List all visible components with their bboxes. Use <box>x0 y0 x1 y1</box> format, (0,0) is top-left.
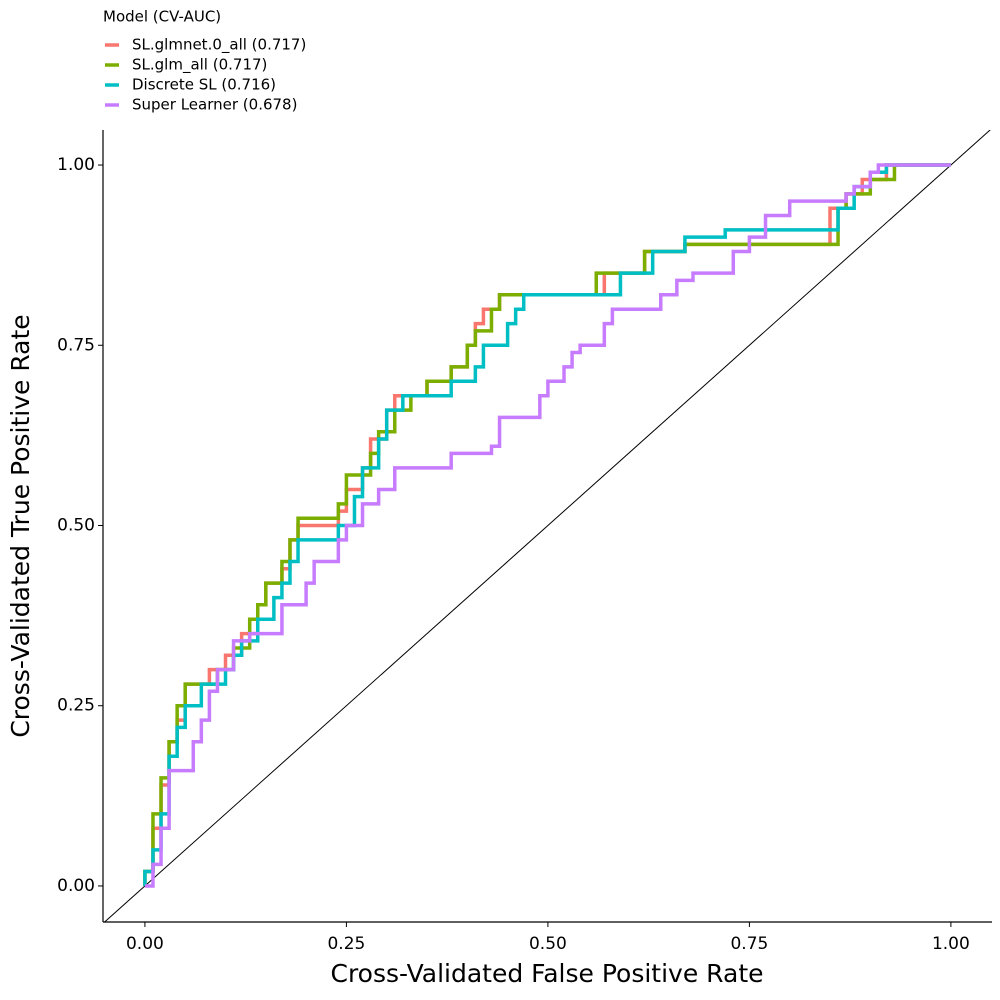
y-tick-label: 0.75 <box>57 335 95 355</box>
x-axis-title: Cross-Validated False Positive Rate <box>331 959 764 988</box>
legend-label: Discrete SL (0.716) <box>132 76 276 94</box>
roc-line <box>143 163 951 886</box>
y-tick-label: 1.00 <box>57 155 95 175</box>
legend-title: Model (CV-AUC) <box>103 8 221 26</box>
reference-diagonal <box>103 130 991 922</box>
x-tick-label: 0.25 <box>327 934 365 954</box>
x-tick-label: 0.75 <box>730 934 768 954</box>
x-tick-label: 0.00 <box>126 934 164 954</box>
x-tick-label: 1.00 <box>932 934 970 954</box>
plot-area <box>103 130 991 922</box>
y-tick-label: 0.25 <box>57 696 95 716</box>
y-tick-label: 0.50 <box>57 515 95 535</box>
roc-line <box>143 163 951 886</box>
y-axis-title: Cross-Validated True Positive Rate <box>6 314 35 737</box>
legend-label: Super Learner (0.678) <box>132 96 297 114</box>
roc-line <box>144 163 951 888</box>
y-tick-label: 0.00 <box>57 876 95 896</box>
legend-label: SL.glm_all (0.717) <box>132 56 267 75</box>
x-tick-label: 0.50 <box>529 934 567 954</box>
legend-label: SL.glmnet.0_all (0.717) <box>132 36 306 55</box>
